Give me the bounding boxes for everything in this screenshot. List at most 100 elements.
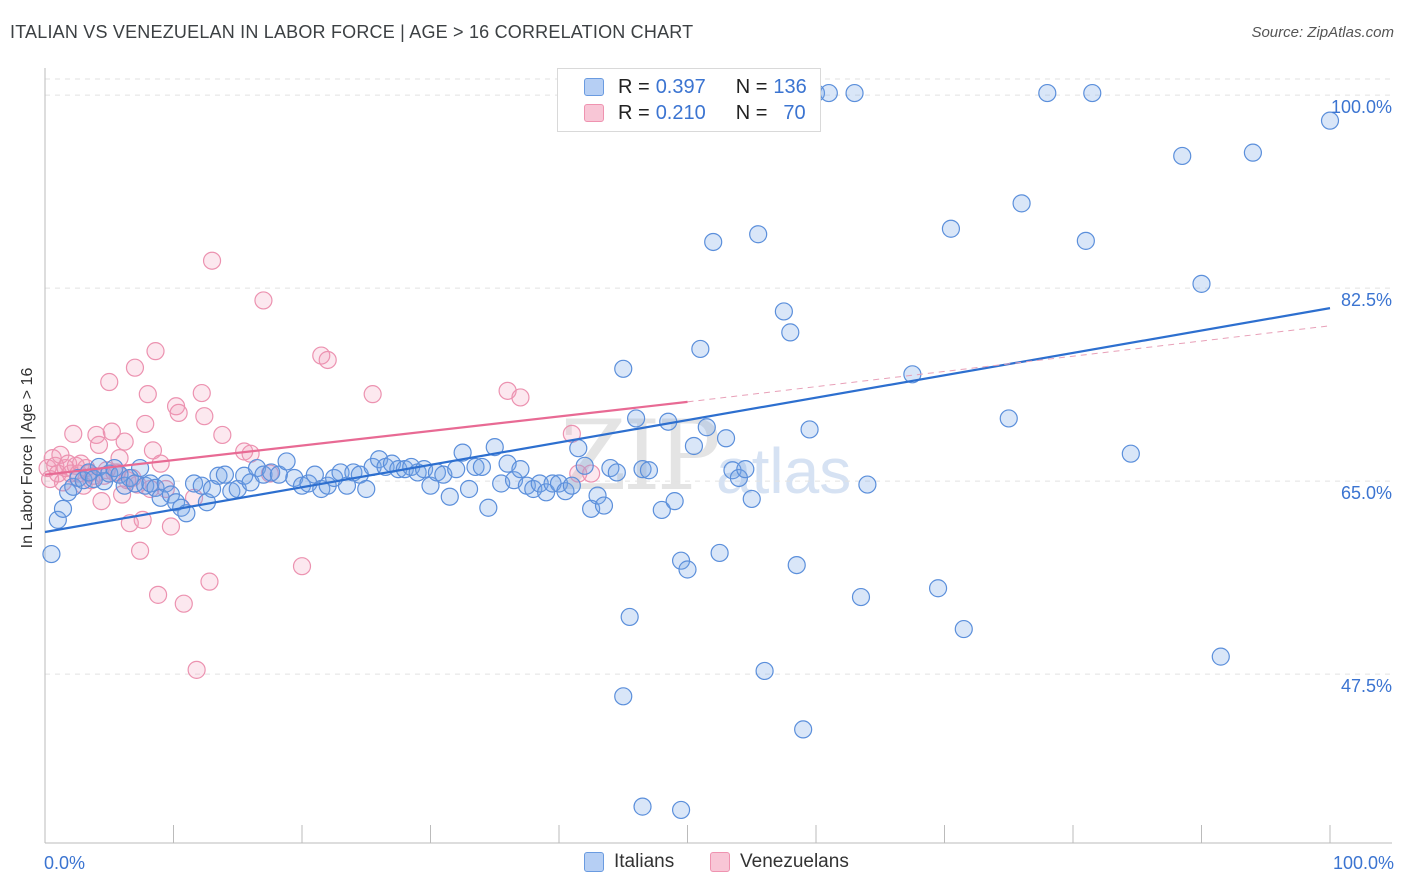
italian-point <box>716 429 736 448</box>
venezuelans-trend-line <box>44 400 688 476</box>
legend-n-label: N = <box>735 75 768 98</box>
italian-point <box>736 460 755 479</box>
tick-labels: 47.5% 65.0% 82.5% 100.0% 0.0% 100.0% <box>44 97 1394 873</box>
italians-legend-swatch <box>584 852 604 872</box>
italian-point <box>1012 194 1031 213</box>
italian-point <box>146 478 165 497</box>
venezuelan-point <box>138 385 157 404</box>
italian-point <box>665 492 684 511</box>
italian-point <box>755 661 774 681</box>
italian-point <box>684 436 704 456</box>
y-tick-label: 65.0% <box>1341 483 1392 503</box>
italian-point <box>620 607 639 627</box>
venezuelan-point <box>148 585 168 604</box>
italian-point <box>466 457 485 477</box>
data-points <box>38 83 1340 820</box>
italian-point <box>277 452 296 471</box>
italian-point <box>64 477 83 496</box>
venezuelan-point <box>130 541 150 560</box>
venezuelan-point <box>187 660 206 679</box>
venezuelan-point <box>213 425 232 445</box>
italian-point <box>614 687 633 706</box>
italian-point <box>569 439 588 458</box>
legend-n-label: N = <box>735 101 768 124</box>
correlation-legend: R = 0.397 N = 136 R = 0.210 N = 70 <box>557 68 821 132</box>
italian-point <box>941 219 961 238</box>
italian-point <box>440 487 459 506</box>
legend-r-value: 0.210 <box>655 101 706 124</box>
venezuelans-legend-swatch <box>710 852 730 872</box>
italian-point <box>652 500 671 520</box>
venezuelan-point <box>92 492 111 511</box>
chart-title: ITALIAN VS VENEZUELAN IN LABOR FORCE | A… <box>10 22 694 42</box>
venezuelan-point <box>292 557 312 576</box>
legend-row-italians: R = 0.397 N = 136 <box>584 75 807 99</box>
legend-item-venezuelans[interactable]: Venezuelans <box>710 851 849 873</box>
venezuelans-trend-extension <box>687 325 1331 403</box>
italian-point <box>459 479 479 499</box>
italian-point <box>1083 83 1102 103</box>
italian-point <box>845 83 864 103</box>
italian-point <box>704 232 723 252</box>
venezuelan-point <box>195 407 214 426</box>
venezuelan-point <box>151 454 170 473</box>
legend-row-venezuelans: R = 0.210 N = 70 <box>584 101 806 125</box>
italian-point <box>130 458 150 478</box>
venezuelan-point <box>254 291 273 310</box>
italian-point <box>858 475 877 494</box>
italian-point <box>472 457 491 477</box>
venezuelan-point <box>169 403 188 423</box>
legend-r-value: 0.397 <box>655 75 706 98</box>
y-tick-label: 100.0% <box>1331 97 1392 117</box>
venezuelan-point <box>161 517 181 536</box>
venezuelan-point <box>89 435 109 454</box>
italian-point <box>562 476 581 495</box>
source-credit: Source: ZipAtlas.com <box>1251 24 1394 41</box>
italian-point <box>787 555 806 575</box>
italian-point <box>1038 83 1057 103</box>
x-tick-label-max: 100.0% <box>1333 853 1394 873</box>
italian-point <box>1173 146 1192 166</box>
venezuelan-point <box>102 422 121 441</box>
legend-r-label: R = <box>618 75 650 98</box>
italian-point <box>614 359 633 378</box>
italian-point <box>447 460 466 479</box>
italian-point <box>285 468 304 488</box>
italian-point <box>479 498 498 517</box>
italian-point <box>588 486 607 505</box>
y-tick-label: 82.5% <box>1341 290 1392 310</box>
italian-point <box>633 797 652 816</box>
italian-point <box>691 339 710 359</box>
venezuelan-point <box>200 572 219 591</box>
italian-point <box>42 544 61 564</box>
italian-point <box>1121 444 1140 463</box>
legend-item-italians[interactable]: Italians <box>584 851 674 873</box>
italian-point <box>819 83 838 103</box>
italian-point <box>575 456 594 475</box>
italian-point <box>1076 231 1095 250</box>
italian-point <box>215 465 234 484</box>
venezuelan-point <box>363 385 382 404</box>
italian-point <box>1211 647 1230 666</box>
italian-point <box>742 489 761 509</box>
italian-point <box>697 418 716 437</box>
trend-lines <box>44 307 1331 534</box>
italian-point <box>453 443 472 462</box>
italian-point <box>774 302 793 321</box>
italian-point <box>1320 111 1340 130</box>
legend-n-value: 70 <box>783 101 806 124</box>
italian-point <box>1192 274 1211 293</box>
venezuelan-point <box>115 432 134 451</box>
italian-point <box>156 474 175 493</box>
venezuelan-point <box>511 388 530 407</box>
venezuelan-point <box>125 358 145 377</box>
italian-point <box>59 483 78 502</box>
italian-point <box>954 619 973 639</box>
y-tick-label: 47.5% <box>1341 676 1392 696</box>
x-tick-label-min: 0.0% <box>44 853 85 873</box>
italian-point <box>800 420 819 439</box>
venezuelan-point <box>146 342 165 361</box>
italian-point <box>192 476 211 495</box>
italian-point <box>999 409 1018 428</box>
italian-point <box>53 499 73 518</box>
